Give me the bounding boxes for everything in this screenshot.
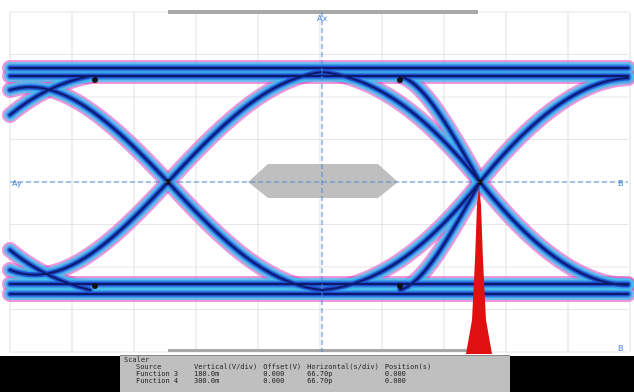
scaler-header-row: Source Vertical(V/div) Offset(V) Horizon… bbox=[124, 364, 437, 371]
cell-offset: 0.000 bbox=[263, 377, 285, 385]
crossing-point bbox=[477, 179, 483, 185]
marker-ax[interactable]: Ax bbox=[317, 14, 327, 23]
scaler-row[interactable]: Function 4 300.0m 0.000 66.70p 0.000 bbox=[124, 378, 437, 385]
scaler-title: Scaler bbox=[124, 356, 150, 364]
cell-vertical: 300.0m bbox=[194, 377, 220, 385]
scaler-row[interactable]: Function 3 180.0m 0.000 66.70p 0.000 bbox=[124, 371, 437, 378]
crossing-point bbox=[92, 77, 98, 83]
crossing-point bbox=[397, 77, 403, 83]
bottom-scroll-handle[interactable] bbox=[168, 349, 478, 352]
crossing-point bbox=[397, 283, 403, 289]
eye-trace bbox=[399, 75, 481, 183]
header-offset: Offset(V) bbox=[263, 363, 302, 371]
marker-b-bottom[interactable]: B bbox=[618, 344, 624, 353]
marker-b-mid[interactable]: B bbox=[618, 179, 624, 188]
marker-ay[interactable]: Ay bbox=[12, 179, 22, 188]
eye-trace bbox=[9, 249, 91, 291]
eye-trace bbox=[9, 75, 91, 116]
header-source: Source bbox=[136, 363, 162, 371]
header-horizontal: Horizontal(s/div) bbox=[307, 363, 379, 371]
cell-source: Function 4 bbox=[136, 377, 179, 385]
cell-vertical: 180.0m bbox=[194, 370, 220, 378]
header-position: Position(s) bbox=[384, 363, 432, 371]
scaler-table: Source Vertical(V/div) Offset(V) Horizon… bbox=[124, 364, 437, 385]
top-scroll-handle[interactable] bbox=[168, 10, 478, 14]
cell-position: 0.000 bbox=[384, 377, 406, 385]
jitter-histogram bbox=[466, 186, 492, 354]
crossing-point bbox=[165, 179, 171, 185]
cell-offset: 0.000 bbox=[263, 370, 285, 378]
scaler-panel: Scaler Source Vertical(V/div) Offset(V) … bbox=[120, 355, 510, 392]
cell-source: Function 3 bbox=[136, 370, 179, 378]
eye-diagram-traces bbox=[2, 60, 634, 302]
eye-trace bbox=[399, 181, 481, 291]
cell-horizontal: 66.70p bbox=[307, 370, 333, 378]
cell-position: 0.000 bbox=[384, 370, 406, 378]
cell-horizontal: 66.70p bbox=[307, 377, 333, 385]
eye-center-marker[interactable] bbox=[248, 164, 398, 198]
crossing-point bbox=[92, 283, 98, 289]
header-vertical: Vertical(V/div) bbox=[194, 363, 258, 371]
